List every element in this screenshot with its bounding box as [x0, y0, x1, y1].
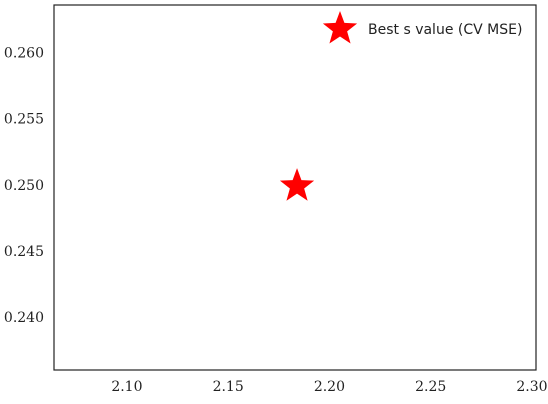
y-axis: 0.240 0.245 0.250 0.255 0.260 [4, 46, 44, 326]
x-tick-label: 2.30 [516, 379, 547, 395]
plot-frame [53, 4, 537, 371]
x-axis: 2.10 2.15 2.20 2.25 2.30 [111, 379, 547, 395]
legend-label: Best s value (CV MSE) [368, 22, 522, 38]
y-tick-label: 0.255 [4, 112, 44, 128]
y-tick-label: 0.245 [4, 244, 44, 260]
legend-star-icon [322, 11, 358, 44]
x-tick-label: 2.25 [415, 379, 446, 395]
legend-marker [322, 11, 358, 44]
y-tick-label: 0.250 [4, 178, 44, 194]
legend: Best s value (CV MSE) [322, 11, 522, 44]
y-tick-label: 0.260 [4, 46, 44, 62]
y-tick-label: 0.240 [4, 310, 44, 326]
plot-area [53, 4, 537, 371]
data-points [279, 168, 315, 201]
x-tick-label: 2.10 [111, 379, 142, 395]
x-tick-label: 2.20 [314, 379, 345, 395]
data-point-star [279, 168, 315, 201]
x-tick-label: 2.15 [213, 379, 244, 395]
